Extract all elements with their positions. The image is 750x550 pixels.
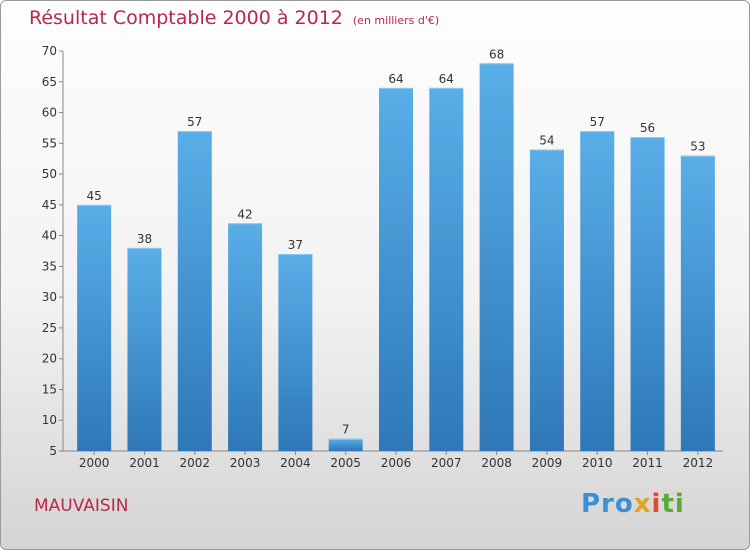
y-tick-label: 10 — [42, 413, 57, 427]
x-tick-label-2003: 2003 — [230, 456, 261, 470]
x-tick-label-2001: 2001 — [129, 456, 160, 470]
logo-part-2: x — [633, 489, 652, 519]
y-tick-label: 15 — [42, 382, 57, 396]
chart-subtitle: (en milliers d'€) — [352, 14, 440, 27]
data-label-2010: 57 — [590, 115, 605, 129]
data-label-2001: 38 — [137, 232, 152, 246]
bar-2000 — [77, 204, 112, 451]
x-tick-label-2005: 2005 — [330, 456, 361, 470]
y-tick-label: 50 — [42, 167, 57, 181]
bars-group — [77, 63, 715, 452]
data-label-2000: 45 — [87, 189, 102, 203]
y-tick-label: 35 — [42, 259, 57, 273]
y-tick-label: 70 — [42, 44, 57, 58]
x-tick-label-2000: 2000 — [79, 456, 110, 470]
y-tick-label: 45 — [42, 198, 57, 212]
bar-2006 — [379, 87, 413, 451]
y-tick-label: 5 — [49, 444, 57, 458]
y-tick-label: 65 — [42, 75, 57, 89]
bar-2012 — [680, 155, 715, 451]
bar-2008 — [479, 63, 514, 452]
x-tick-label-2002: 2002 — [179, 456, 210, 470]
logo-part-3: i — [651, 489, 662, 519]
y-tick-label: 55 — [42, 136, 57, 150]
y-tick-label: 25 — [42, 321, 57, 335]
bar-2010 — [580, 131, 615, 451]
data-label-2003: 42 — [237, 207, 252, 221]
x-tick-label-2008: 2008 — [481, 456, 512, 470]
bar-2009 — [529, 149, 564, 451]
bar-2005 — [328, 438, 363, 451]
title-row: Résultat Comptable 2000 à 2012 (en millie… — [29, 7, 439, 29]
town-name: MAUVAISIN — [34, 496, 129, 516]
data-label-2007: 64 — [439, 72, 454, 86]
bar-2007 — [429, 87, 464, 451]
bar-2011 — [630, 137, 665, 451]
bar-2001 — [127, 247, 162, 451]
proxiti-logo: Proxiti — [581, 489, 685, 519]
data-label-2009: 54 — [539, 133, 554, 147]
bar-2003 — [228, 223, 263, 451]
x-tick-label-2012: 2012 — [683, 456, 714, 470]
x-tick-label-2010: 2010 — [582, 456, 613, 470]
data-label-2011: 56 — [640, 121, 655, 135]
data-label-2002: 57 — [187, 115, 202, 129]
bar-2002 — [177, 131, 212, 451]
data-label-2006: 64 — [388, 72, 403, 86]
logo-part-1: Pro — [581, 489, 634, 519]
y-tick-label: 30 — [42, 290, 57, 304]
data-label-2012: 53 — [690, 140, 705, 154]
y-tick-label: 60 — [42, 106, 57, 120]
y-tick-label: 40 — [42, 229, 57, 243]
data-label-2008: 68 — [489, 47, 504, 61]
data-label-2005: 7 — [342, 423, 350, 437]
x-tick-label-2004: 2004 — [280, 456, 311, 470]
x-ticks-group: 2000 2001 2002 2003 2004 2005 2006 2007 2008 2009… — [79, 451, 713, 470]
x-tick-label-2011: 2011 — [632, 456, 663, 470]
data-labels-group: 45 38 57 42 37 7 64 64 68 54 57 56 53 — [87, 47, 706, 436]
bar-2004 — [278, 254, 313, 451]
x-tick-label-2007: 2007 — [431, 456, 462, 470]
chart-title: Résultat Comptable 2000 à 2012 — [29, 7, 343, 29]
y-tick-label: 20 — [42, 352, 57, 366]
x-tick-label-2006: 2006 — [381, 456, 412, 470]
logo-part-4: ti — [661, 489, 685, 519]
data-label-2004: 37 — [288, 238, 303, 252]
x-tick-label-2009: 2009 — [532, 456, 563, 470]
